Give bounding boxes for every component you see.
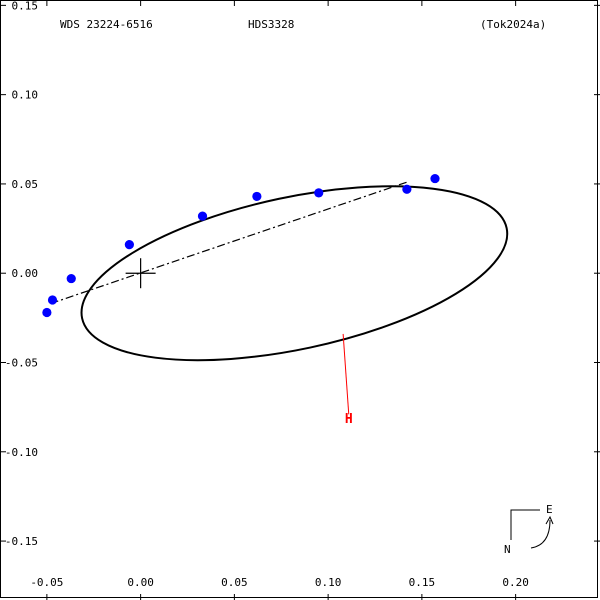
x-axis-ticks: -0.05 0.00 0.05 0.10 0.15 0.20 xyxy=(30,0,529,600)
compass-axes xyxy=(510,509,540,540)
compass-rotation-arc xyxy=(530,519,551,549)
observation-points xyxy=(42,173,440,318)
compass-arrow-icon xyxy=(545,515,554,525)
observation-point xyxy=(42,307,52,318)
y-tick-label: -0.05 xyxy=(5,357,38,370)
observation-point xyxy=(430,173,440,184)
observation-point xyxy=(402,184,412,194)
line-of-nodes xyxy=(50,181,408,305)
y-tick-label: -0.10 xyxy=(5,446,38,459)
header-left: WDS 23224-6516 xyxy=(60,18,153,31)
header-right: (Tok2024a) xyxy=(480,18,546,31)
x-tick-label: 0.05 xyxy=(221,576,248,589)
x-tick-label: 0.15 xyxy=(409,576,436,589)
observation-point xyxy=(66,273,76,284)
observation-point xyxy=(197,211,208,221)
x-tick-label: 0.10 xyxy=(315,576,342,589)
x-tick-label: 0.20 xyxy=(502,576,529,589)
orbit-ellipse xyxy=(80,185,509,362)
y-tick-label: 0.15 xyxy=(12,0,39,12)
marker-label: H xyxy=(345,412,353,427)
y-axis-ticks: 0.15 0.10 0.05 0.00 -0.05 -0.10 -0.15 xyxy=(0,0,600,548)
observation-point xyxy=(47,295,58,305)
compass: E N xyxy=(504,503,554,556)
header-center: HDS3328 xyxy=(248,18,294,31)
y-tick-label: 0.05 xyxy=(12,178,39,191)
y-tick-label: -0.15 xyxy=(5,535,38,548)
observation-point xyxy=(314,188,324,198)
observation-point xyxy=(124,240,134,250)
x-tick-label: -0.05 xyxy=(30,576,63,589)
marker-line xyxy=(342,333,350,415)
y-tick-label: 0.00 xyxy=(12,267,39,280)
x-tick-label: 0.00 xyxy=(127,576,154,589)
primary-star-cross xyxy=(125,258,156,289)
y-tick-label: 0.10 xyxy=(12,89,39,102)
compass-east-label: E xyxy=(546,503,553,516)
observation-point xyxy=(252,191,262,202)
compass-north-label: N xyxy=(504,543,511,556)
